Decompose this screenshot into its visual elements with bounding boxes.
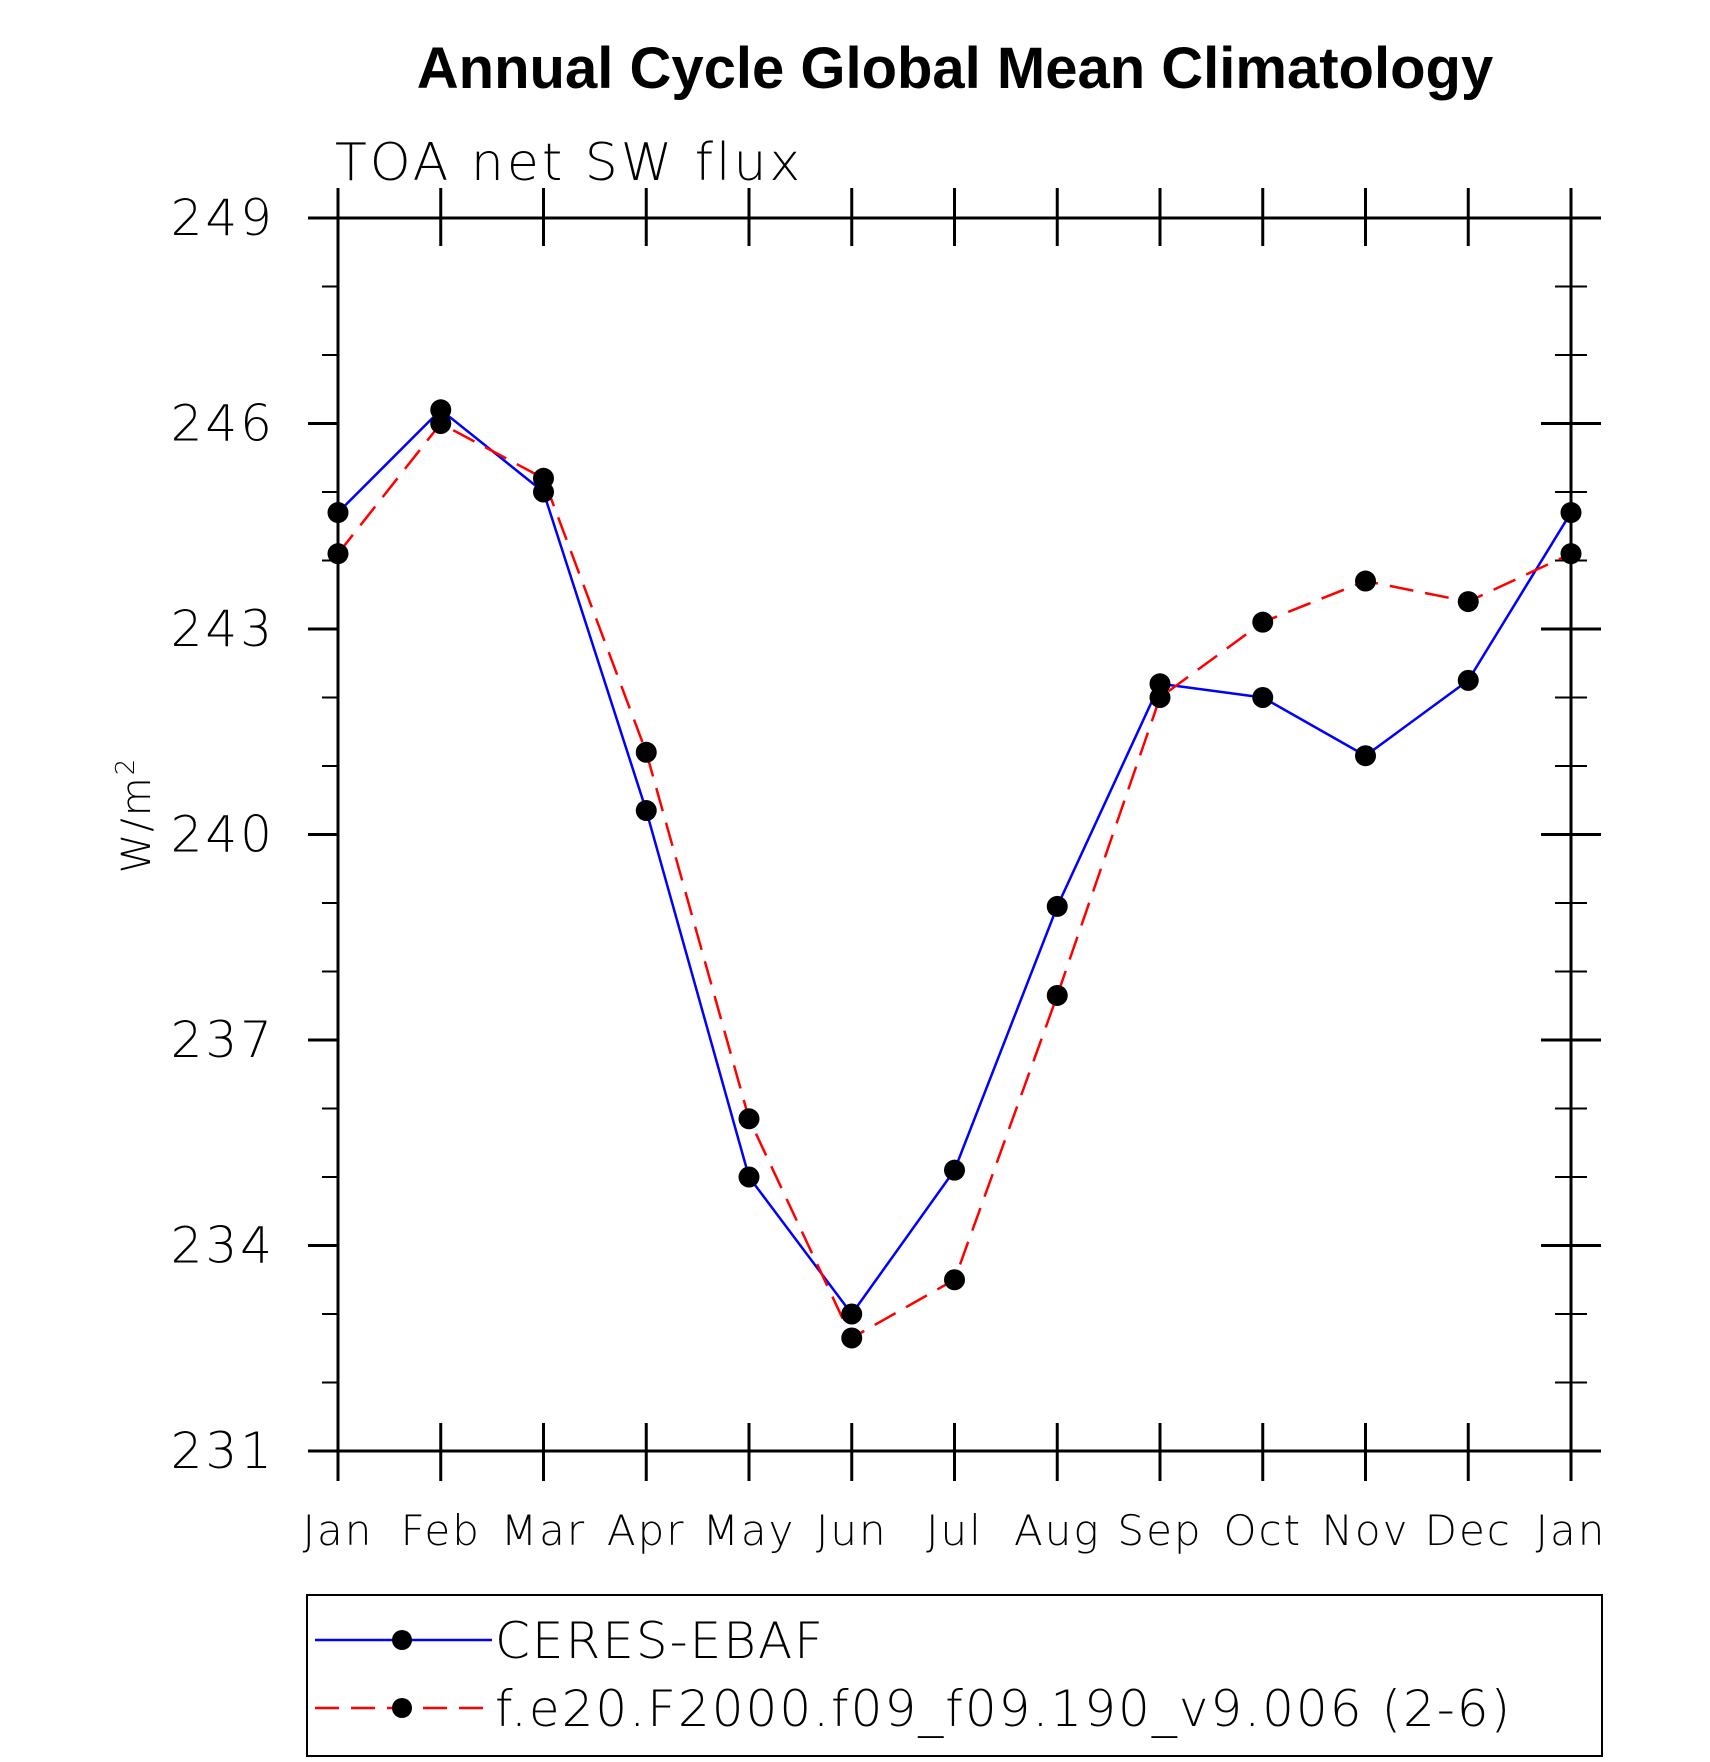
- series-layer: [337, 408, 1573, 1340]
- data-point: [430, 413, 452, 434]
- x-tick-label: Jul: [926, 1506, 983, 1555]
- y-tick-label: 231: [171, 1422, 275, 1480]
- y-tick-label: 237: [171, 1011, 275, 1069]
- x-tick-label: Jan: [303, 1506, 374, 1555]
- x-tick-label: Feb: [401, 1506, 481, 1555]
- data-point: [1149, 687, 1171, 708]
- data-point: [327, 502, 349, 524]
- data-point: [1046, 895, 1068, 917]
- x-tick-label: Aug: [1014, 1506, 1101, 1555]
- legend-marker: [392, 1698, 412, 1718]
- chart-title: Annual Cycle Global Mean Climatology: [417, 36, 1493, 101]
- y-tick-label: 240: [171, 806, 275, 864]
- y-tick-label: 243: [171, 600, 275, 658]
- y-axis-label-superscript: 2: [111, 757, 141, 776]
- plot-frame: [336, 216, 1573, 1453]
- x-tick-labels: Jan Feb Mar Apr May Jun Jul Aug Sep Oct Nov Dec Jan: [303, 1506, 1607, 1555]
- y-axis-title: W/m2: [111, 757, 160, 874]
- data-point: [944, 1159, 965, 1181]
- svg-text:W/m2: W/m2: [111, 757, 160, 874]
- data-point: [533, 467, 554, 489]
- data-point: [327, 543, 349, 565]
- x-tick-label: Apr: [607, 1506, 686, 1555]
- y-axis-label: W/m: [114, 775, 160, 873]
- data-point: [1046, 984, 1068, 1006]
- x-tick-label: Sep: [1117, 1506, 1202, 1555]
- x-tick-label: Nov: [1322, 1506, 1410, 1555]
- data-point: [738, 1166, 760, 1188]
- data-point: [1560, 543, 1582, 565]
- data-point: [1252, 611, 1274, 633]
- x-tick-label: Mar: [501, 1506, 586, 1555]
- y-tick-label: 249: [171, 189, 275, 247]
- data-point: [1457, 591, 1479, 613]
- chart-subtitle: TOA net SW flux: [335, 133, 803, 193]
- legend-box: [306, 1594, 1603, 1757]
- x-tick-label: Oct: [1223, 1506, 1302, 1555]
- data-point: [1457, 669, 1479, 691]
- x-tick-label: Dec: [1425, 1506, 1512, 1555]
- legend: CERES-EBAF f.e20.F2000.f09_f09.190_v9.006…: [315, 1612, 1512, 1738]
- data-point: [944, 1269, 965, 1291]
- data-point: [1355, 570, 1376, 592]
- data-point: [1355, 745, 1376, 767]
- axis-ticks: [308, 188, 1601, 1481]
- data-point: [841, 1327, 863, 1349]
- data-point: [1252, 687, 1274, 708]
- legend-label: CERES-EBAF: [495, 1612, 825, 1670]
- y-tick-label: 234: [171, 1217, 275, 1275]
- data-point: [1560, 502, 1582, 524]
- data-point: [738, 1108, 760, 1130]
- data-point: [841, 1303, 863, 1325]
- legend-marker: [392, 1630, 412, 1650]
- y-tick-labels: 231 234 237 240 243 246 249: [171, 189, 275, 1480]
- x-tick-label: Jun: [816, 1506, 888, 1555]
- x-tick-label: Jan: [1536, 1506, 1607, 1555]
- marker-layer: [327, 399, 1582, 1349]
- series-line: [337, 422, 1572, 1340]
- x-tick-label: May: [703, 1506, 796, 1555]
- data-point: [635, 800, 657, 822]
- data-point: [635, 741, 657, 763]
- legend-label: f.e20.F2000.f09_f09.190_v9.006 (2-6): [495, 1680, 1512, 1738]
- y-tick-label: 246: [171, 395, 275, 453]
